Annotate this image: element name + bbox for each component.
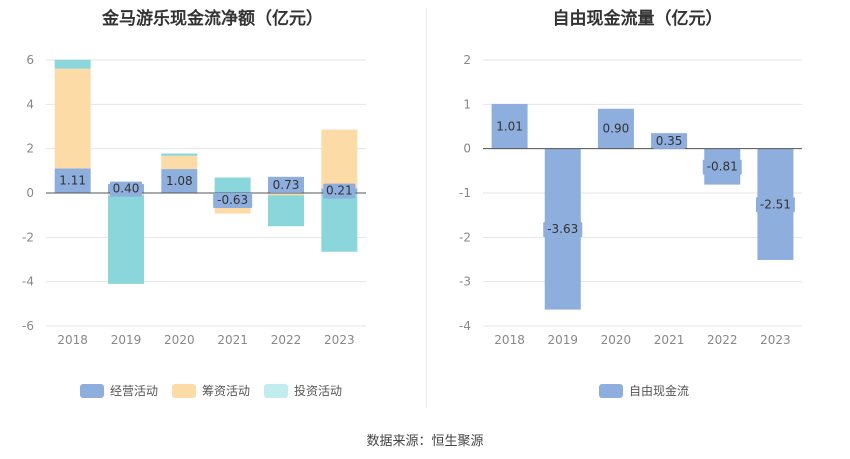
panel-divider xyxy=(426,8,427,408)
left-bar-financing-2022 xyxy=(268,193,304,196)
right-x-tick-label-2018: 2018 xyxy=(494,333,525,347)
left-x-tick-label-2019: 2019 xyxy=(111,333,142,347)
right-data-label-bg-2019 xyxy=(543,222,583,238)
right-y-tick-label: -3 xyxy=(459,275,471,289)
legend-label-operating: 经营活动 xyxy=(110,384,159,398)
left-x-tick-label-2022: 2022 xyxy=(271,333,302,347)
right-data-label-2019: -3.63 xyxy=(547,222,578,236)
left-data-label-2023: 0.21 xyxy=(326,184,353,198)
right-chart-title: 自由现金流量（亿元） xyxy=(552,9,723,29)
right-y-tick-label: 1 xyxy=(463,97,471,111)
left-bar-investing-2023 xyxy=(321,193,358,252)
legend-label-investing: 投资活动 xyxy=(294,384,343,398)
legend-item-investing[interactable]: 投资活动 xyxy=(264,382,342,399)
left-data-label-2021: -0.63 xyxy=(217,193,248,207)
right-chart-legend: 自由现金流 xyxy=(599,382,689,399)
left-data-label-bg-2022 xyxy=(270,177,302,193)
legend-item-operating[interactable]: 经营活动 xyxy=(80,382,158,399)
left-y-tick-label: -2 xyxy=(22,230,34,244)
right-x-tick-label-2020: 2020 xyxy=(601,333,632,347)
legend-label-free-cash-flow: 自由现金流 xyxy=(629,384,690,398)
legend-swatch-investing xyxy=(264,383,289,398)
right-x-tick-label-2019: 2019 xyxy=(547,333,578,347)
left-data-label-bg-2023 xyxy=(323,183,356,199)
right-data-label-bg-2023 xyxy=(755,197,795,213)
right-x-tick-label-2021: 2021 xyxy=(654,333,685,347)
left-data-label-bg-2019 xyxy=(110,181,142,197)
left-y-tick-label: 2 xyxy=(26,142,34,156)
legend-item-free-cash-flow[interactable]: 自由现金流 xyxy=(599,382,689,399)
right-data-label-bg-2018 xyxy=(493,119,526,135)
right-x-tick-label-2022: 2022 xyxy=(707,333,738,347)
right-data-label-2022: -0.81 xyxy=(707,160,738,174)
right-data-label-bg-2021 xyxy=(653,133,686,149)
legend-item-financing[interactable]: 筹资活动 xyxy=(172,382,250,399)
left-x-tick-label-2020: 2020 xyxy=(164,333,195,347)
left-chart-legend: 经营活动 筹资活动 投资活动 xyxy=(80,382,342,399)
left-chart-title: 金马游乐现金流净额（亿元） xyxy=(102,9,323,29)
right-y-tick-label: -1 xyxy=(459,186,471,200)
right-data-label-2021: 0.35 xyxy=(656,134,683,148)
data-source-note: 数据来源：恒生聚源 xyxy=(366,434,484,449)
left-bar-financing-2018 xyxy=(54,68,91,169)
left-bar-financing-2020 xyxy=(161,155,198,170)
legend-swatch-free-cash-flow xyxy=(599,383,623,398)
left-data-label-bg-2018 xyxy=(56,173,89,189)
right-y-tick-label: -4 xyxy=(459,319,471,333)
left-y-tick-label: -6 xyxy=(22,319,34,333)
left-bar-investing-2022 xyxy=(268,195,304,227)
left-data-label-2020: 1.08 xyxy=(166,174,193,188)
right-y-tick-label: 0 xyxy=(463,142,471,156)
right-data-label-2018: 1.01 xyxy=(496,119,523,133)
legend-label-financing: 筹资活动 xyxy=(202,384,251,398)
left-y-tick-label: 0 xyxy=(26,186,34,200)
left-x-tick-label-2021: 2021 xyxy=(217,333,248,347)
legend-swatch-operating xyxy=(80,383,104,398)
right-data-label-2023: -2.51 xyxy=(760,197,791,211)
left-data-label-2022: 0.73 xyxy=(273,178,300,192)
left-y-tick-label: 6 xyxy=(26,53,34,67)
left-bar-investing-2021 xyxy=(214,177,251,193)
left-data-label-2018: 1.11 xyxy=(59,174,86,188)
left-x-tick-label-2023: 2023 xyxy=(324,333,355,347)
left-y-tick-label: -4 xyxy=(22,275,34,289)
left-bar-financing-2021 xyxy=(214,206,251,214)
left-bar-investing-2018 xyxy=(54,59,91,69)
left-data-label-2019: 0.40 xyxy=(113,182,140,196)
left-x-tick-label-2018: 2018 xyxy=(57,333,88,347)
legend-swatch-financing xyxy=(172,383,197,398)
right-data-label-2020: 0.90 xyxy=(603,122,630,136)
left-data-label-bg-2021 xyxy=(213,192,253,208)
right-x-tick-label-2023: 2023 xyxy=(760,333,791,347)
left-data-label-bg-2020 xyxy=(163,174,196,190)
left-bar-investing-2019 xyxy=(108,195,144,284)
right-y-tick-label: -2 xyxy=(459,230,471,244)
left-bar-investing-2020 xyxy=(161,153,198,156)
right-data-label-bg-2022 xyxy=(702,159,742,175)
left-y-tick-label: 4 xyxy=(26,97,34,111)
right-data-label-bg-2020 xyxy=(599,121,632,137)
right-y-tick-label: 2 xyxy=(463,53,471,67)
left-bar-financing-2023 xyxy=(321,129,358,189)
